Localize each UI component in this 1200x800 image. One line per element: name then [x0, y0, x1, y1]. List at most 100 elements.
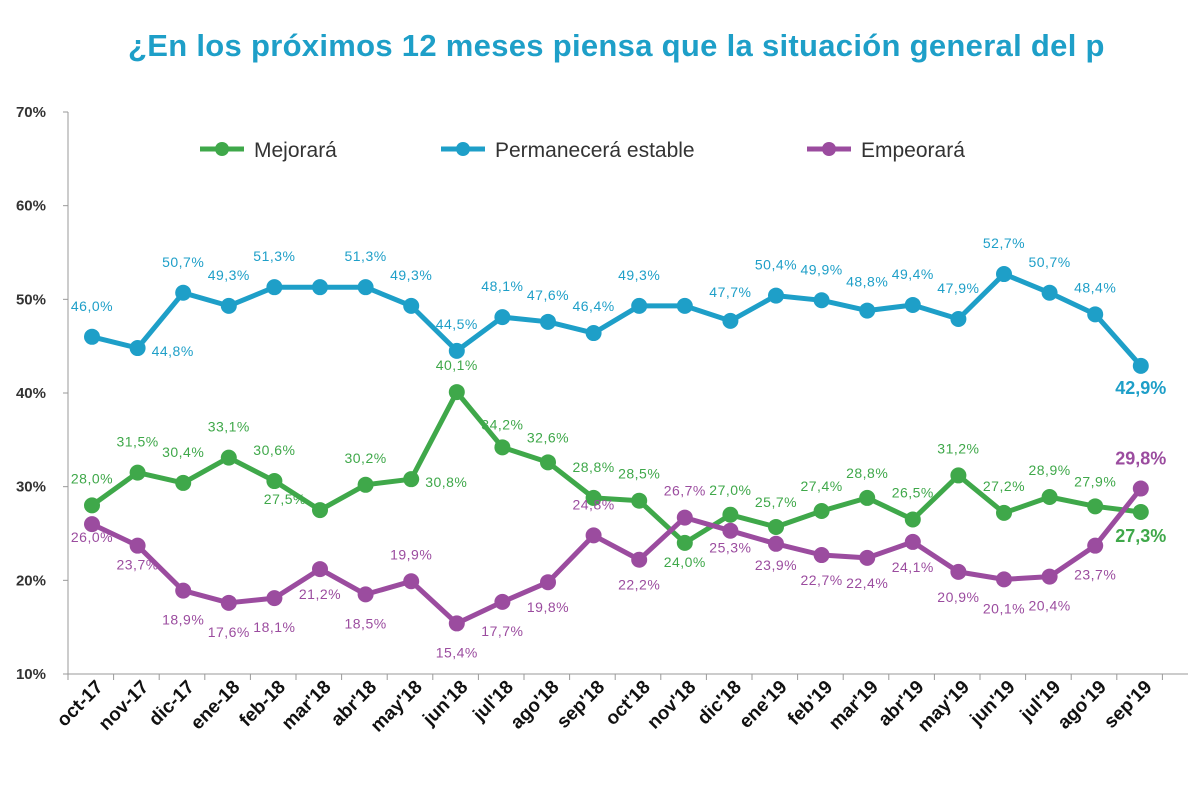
data-point-permanecer-estable	[175, 284, 192, 301]
data-point-permanecer-estable	[266, 279, 283, 296]
data-label-permanecer-estable: 50,7%	[1028, 254, 1070, 270]
data-point-mejorar-	[904, 511, 921, 528]
data-point-mejorar-	[768, 518, 784, 535]
x-tick-label: mar'18	[278, 677, 336, 735]
data-point-permanecer-estable	[1087, 306, 1104, 323]
data-label-permanecer-estable: 47,9%	[937, 280, 979, 296]
data-label-permanecer-estable: 51,3%	[344, 248, 386, 264]
data-label-empeorar-: 20,1%	[983, 600, 1025, 616]
data-point-mejorar-	[1087, 498, 1104, 515]
data-point-mejorar-	[448, 384, 465, 401]
data-point-permanecer-estable	[676, 297, 693, 314]
x-tick-label: may'19	[914, 677, 974, 737]
data-label-mejorar-: 27,4%	[800, 478, 842, 494]
legend-marker-mejorar-	[215, 142, 229, 156]
data-label-permanecer-estable: 47,7%	[709, 284, 751, 300]
data-label-permanecer-estable: 50,7%	[162, 254, 204, 270]
data-label-permanecer-estable: 48,1%	[481, 278, 523, 294]
data-point-permanecer-estable	[312, 279, 328, 296]
data-label-permanecer-estable: 46,0%	[71, 298, 113, 314]
legend-label-empeorar-: Empeorará	[861, 139, 965, 162]
data-label-mejorar-: 28,5%	[618, 466, 660, 482]
data-label-mejorar-: 25,7%	[755, 494, 797, 510]
data-point-mejorar-	[220, 449, 237, 466]
data-label-mejorar-: 33,1%	[208, 419, 250, 435]
data-point-permanecer-estable	[1041, 284, 1058, 301]
data-point-empeorar-	[175, 582, 192, 599]
x-tick-label: ago'19	[1054, 677, 1111, 734]
data-label-permanecer-estable: 47,6%	[527, 287, 569, 303]
data-point-permanecer-estable	[448, 342, 465, 359]
data-label-empeorar-: 21,2%	[299, 586, 341, 602]
data-point-empeorar-	[722, 522, 739, 539]
data-label-permanecer-estable: 49,3%	[618, 267, 660, 283]
data-label-empeorar-: 22,7%	[800, 572, 842, 588]
data-point-mejorar-	[585, 489, 602, 506]
data-label-mejorar-: 28,8%	[572, 459, 614, 475]
data-point-mejorar-	[859, 489, 876, 506]
data-label-mejorar-: 30,6%	[253, 442, 295, 458]
y-axis-ticks: 10% 20% 30% 40% 50% 60% 70%	[16, 104, 68, 683]
data-point-mejorar-	[312, 502, 328, 519]
data-label-permanecer-estable: 44,8%	[152, 343, 194, 359]
x-tick-label: nov-17	[95, 677, 153, 735]
data-point-permanecer-estable	[494, 309, 511, 326]
data-label-permanecer-estable: 48,8%	[846, 274, 888, 290]
series-line-permanecer-estable	[89, 271, 1144, 369]
legend-label-mejorar-: Mejorará	[254, 139, 337, 162]
data-point-empeorar-	[676, 509, 693, 526]
data-label-empeorar-: 22,4%	[846, 575, 888, 591]
data-point-mejorar-	[540, 454, 556, 471]
x-tick-label: sep'19	[1100, 677, 1156, 733]
data-label-mejorar-: 24,0%	[664, 554, 706, 570]
data-label-permanecer-estable: 49,4%	[892, 266, 934, 282]
data-label-permanecer-estable: 50,4%	[755, 257, 797, 273]
data-label-empeorar-: 22,2%	[618, 577, 660, 593]
data-point-mejorar-	[676, 534, 693, 551]
data-point-permanecer-estable	[996, 266, 1012, 283]
data-point-permanecer-estable	[813, 292, 830, 309]
data-point-mejorar-	[357, 476, 374, 493]
data-point-permanecer-estable	[950, 311, 967, 328]
data-point-empeorar-	[448, 615, 465, 632]
x-tick-label: ago'18	[507, 677, 564, 734]
data-label-empeorar-: 19,9%	[390, 546, 432, 562]
data-point-empeorar-	[1041, 568, 1058, 585]
x-tick-label: ene-18	[187, 677, 244, 734]
data-label-empeorar-: 18,5%	[344, 615, 386, 631]
data-label-empeorar-: 25,3%	[709, 540, 751, 556]
data-point-mejorar-	[1041, 488, 1058, 505]
data-label-mejorar-: 30,4%	[162, 444, 204, 460]
x-tick-label: jun'19	[966, 677, 1020, 731]
data-label-permanecer-estable: 48,4%	[1074, 279, 1116, 295]
data-point-permanecer-estable	[220, 297, 237, 314]
series-lines	[89, 271, 1144, 626]
data-point-empeorar-	[768, 535, 784, 552]
data-point-permanecer-estable	[540, 313, 556, 330]
data-point-empeorar-	[996, 571, 1012, 588]
data-point-permanecer-estable	[357, 279, 374, 296]
data-label-permanecer-estable: 46,4%	[572, 298, 614, 314]
data-label-permanecer-estable: 49,3%	[390, 267, 432, 283]
y-tick-label: 70%	[16, 104, 46, 121]
data-label-mejorar-: 27,9%	[1074, 473, 1116, 489]
data-label-mejorar-: 28,0%	[71, 470, 113, 486]
data-point-empeorar-	[403, 573, 420, 590]
data-point-permanecer-estable	[768, 287, 784, 304]
data-label-mejorar-: 30,2%	[344, 450, 386, 466]
x-tick-label: nov'18	[643, 677, 700, 734]
y-tick-label: 60%	[16, 198, 46, 215]
data-point-permanecer-estable	[859, 302, 876, 319]
data-label-empeorar-: 17,6%	[208, 624, 250, 640]
data-point-permanecer-estable	[403, 297, 420, 314]
data-point-empeorar-	[950, 563, 967, 580]
data-label-mejorar-: 26,5%	[892, 484, 934, 500]
data-point-empeorar-	[312, 561, 328, 578]
data-label-permanecer-estable: 52,7%	[983, 235, 1025, 251]
data-label-mejorar-: 28,9%	[1028, 462, 1070, 478]
data-point-empeorar-	[494, 593, 511, 610]
legend: Mejorará Permanecerá estable Empeorará	[200, 139, 965, 162]
data-label-mejorar-: 31,5%	[116, 434, 158, 450]
x-axis-ticks: oct-17nov-17dic-17ene-18feb-18mar'18abr'…	[53, 674, 1163, 737]
